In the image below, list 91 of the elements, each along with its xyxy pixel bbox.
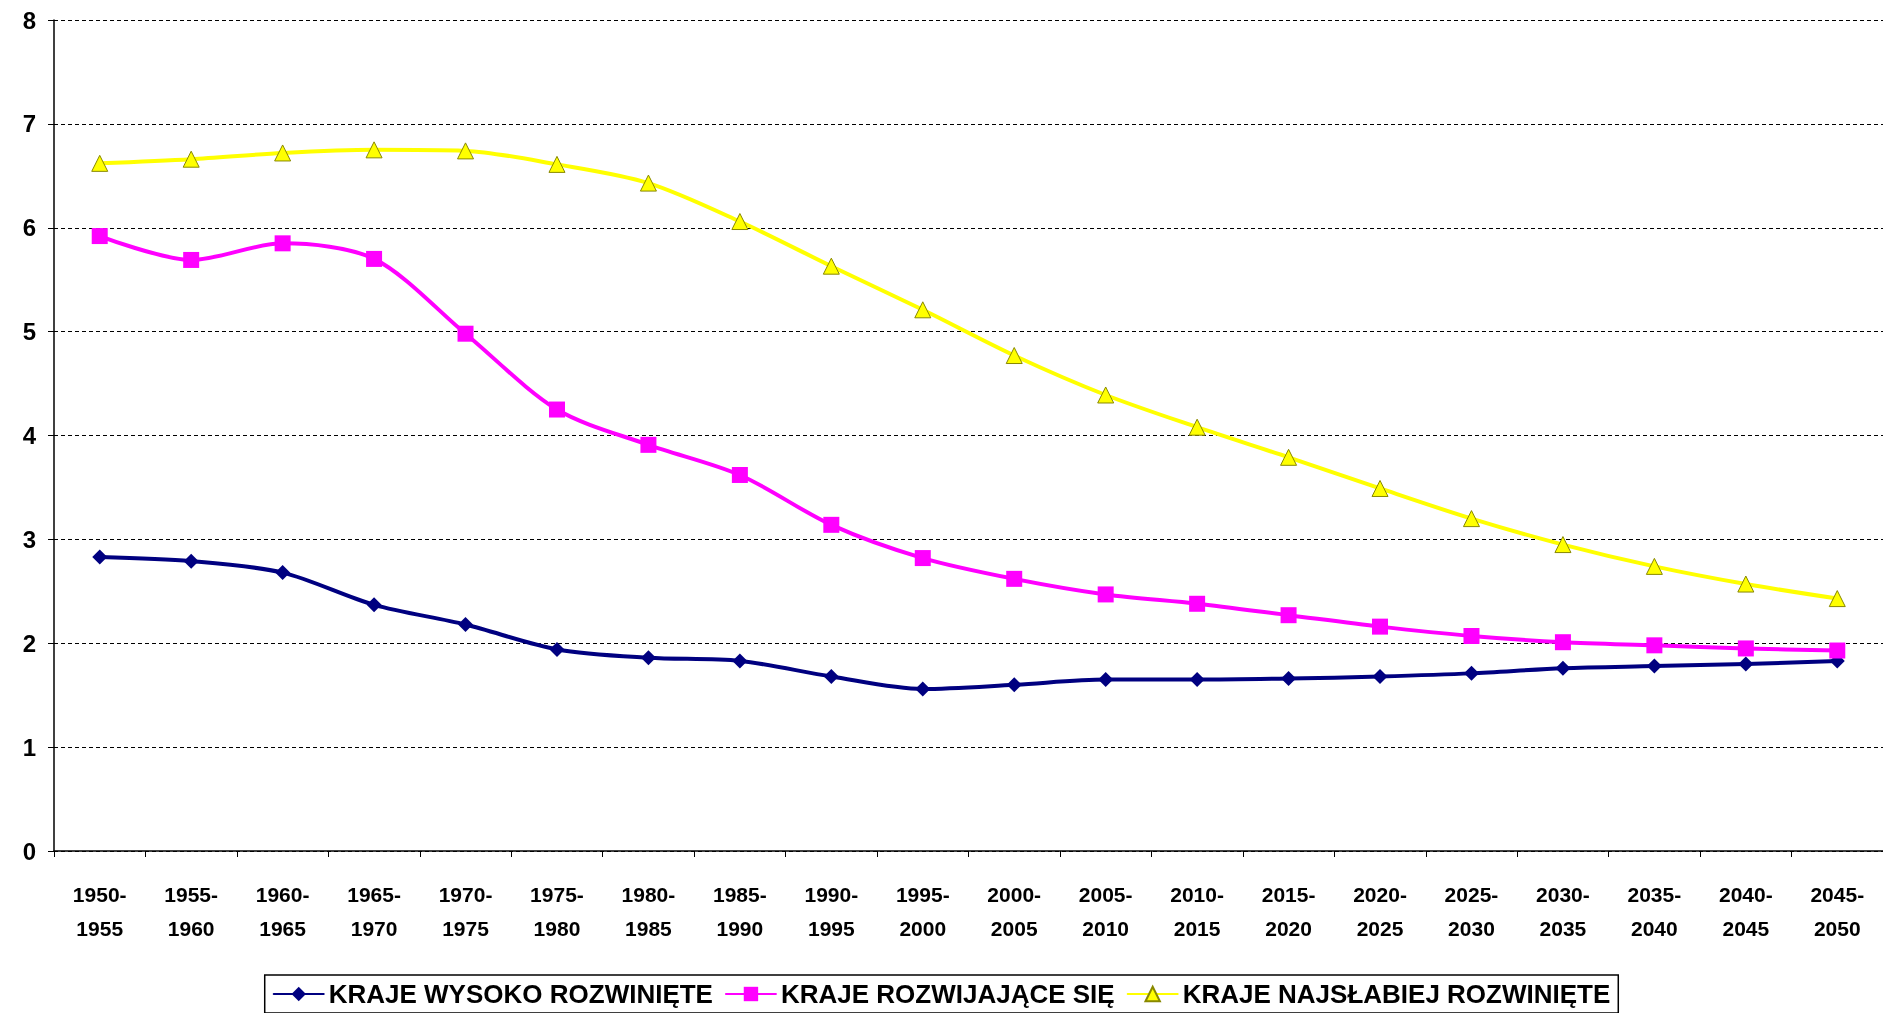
x-tick-label: 2005-2010 <box>1078 882 1133 940</box>
point <box>1098 672 1114 688</box>
x-tick-label: 2035-2040 <box>1627 882 1682 940</box>
point <box>1281 671 1297 687</box>
x-tick-label: 1990-1995 <box>804 882 859 940</box>
point <box>91 154 109 172</box>
y-tick-label: 7 <box>22 110 36 138</box>
point <box>1463 665 1479 681</box>
point <box>823 516 840 533</box>
point <box>365 141 383 159</box>
point <box>914 301 932 319</box>
legend-label: KRAJE ROZWIJAJĄCE SIĘ <box>780 979 1115 1009</box>
y-tick-label: 8 <box>22 6 36 34</box>
y-tick-label: 6 <box>22 214 36 242</box>
x-tick-label: 2045-2050 <box>1810 882 1865 940</box>
point <box>732 653 748 669</box>
legend-label: KRAJE WYSOKO ROZWINIĘTE <box>328 979 713 1009</box>
point <box>366 250 383 267</box>
point <box>549 641 565 657</box>
point <box>1097 586 1114 603</box>
point <box>458 617 474 633</box>
point <box>1006 677 1022 693</box>
point <box>1554 536 1572 554</box>
x-tick-label: 1985-1990 <box>713 882 767 940</box>
point <box>1737 640 1754 657</box>
point <box>1646 658 1662 674</box>
x-tick-label: 1950-1955 <box>72 882 127 940</box>
x-tick-label: 2015-2020 <box>1261 882 1316 940</box>
point <box>640 650 656 666</box>
point <box>639 174 657 192</box>
point <box>1371 479 1389 497</box>
point <box>1737 575 1755 593</box>
point <box>274 235 291 252</box>
point <box>1554 634 1571 651</box>
point <box>914 550 931 567</box>
point <box>457 142 475 160</box>
point <box>182 150 200 168</box>
point <box>1372 668 1388 684</box>
point <box>1645 557 1663 575</box>
x-tick-label: 2025-2030 <box>1444 882 1499 940</box>
point <box>1280 607 1297 624</box>
y-tick-label: 1 <box>22 733 36 761</box>
point <box>1189 672 1205 688</box>
point <box>731 466 748 483</box>
point <box>1555 660 1571 676</box>
point <box>1097 386 1115 404</box>
point <box>1005 347 1023 365</box>
point <box>548 401 565 418</box>
point <box>1280 448 1298 466</box>
point <box>183 251 200 268</box>
y-tick-label: 2 <box>22 629 36 657</box>
x-tick-label: 1965-1970 <box>347 882 401 940</box>
x-tick-label: 1955-1960 <box>164 882 219 940</box>
point <box>275 565 291 581</box>
x-tick-label: 1995-2000 <box>895 882 950 940</box>
x-tick-label: 2020-2025 <box>1353 882 1407 940</box>
point <box>1738 656 1754 672</box>
x-tick-label: 1970-1975 <box>438 882 493 940</box>
point <box>731 213 749 231</box>
point <box>1189 595 1206 612</box>
point <box>823 668 839 684</box>
point <box>457 325 474 342</box>
x-tick-label: 2010-2015 <box>1170 882 1224 940</box>
point <box>640 436 657 453</box>
x-tick-label: 1975-1980 <box>530 882 584 940</box>
y-tick-label: 0 <box>22 837 36 865</box>
point <box>366 597 382 613</box>
y-tick-label: 5 <box>22 318 36 346</box>
x-tick-label: 1960-1965 <box>255 882 310 940</box>
point <box>1829 642 1846 659</box>
point <box>1372 618 1389 635</box>
x-tick-label: 2030-2035 <box>1536 882 1590 940</box>
point <box>274 144 292 162</box>
point <box>92 549 108 565</box>
legend-label: KRAJE NAJSŁABIEJ ROZWINIĘTE <box>1182 979 1611 1009</box>
point <box>1188 418 1206 436</box>
y-tick-label: 4 <box>22 422 37 449</box>
point <box>548 155 566 173</box>
point <box>183 553 199 569</box>
point <box>1462 510 1480 528</box>
point <box>1646 637 1663 654</box>
x-tick-label: 2040-2045 <box>1718 882 1773 940</box>
x-tick-label: 1980-1985 <box>621 882 676 940</box>
point <box>822 257 840 275</box>
x-tick-label: 2000-2005 <box>987 882 1042 940</box>
point <box>915 681 931 697</box>
point <box>1828 590 1846 608</box>
point <box>91 228 108 245</box>
point <box>1463 627 1480 644</box>
y-tick-label: 3 <box>22 525 36 553</box>
point <box>1006 570 1023 587</box>
